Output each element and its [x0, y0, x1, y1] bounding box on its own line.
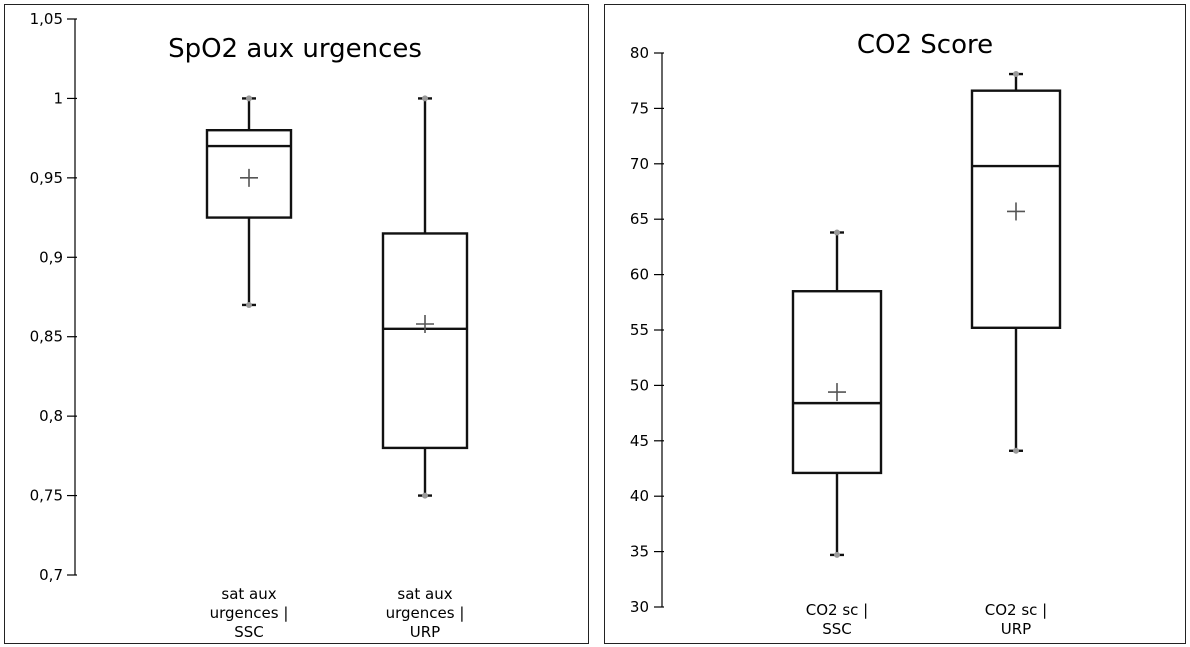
- y-tick-label: 65: [630, 210, 649, 228]
- max-point: [246, 95, 252, 102]
- iqr-box: [381, 232, 469, 450]
- iqr-box: [791, 290, 883, 475]
- y-tick-label: 0,9: [39, 248, 63, 266]
- chart-title: CO2 Score: [857, 30, 993, 60]
- chart-panel-co2: CO2 Score 30 35 40 45 50 55 60 65 70 75 80 CO2 sc | S…: [604, 4, 1186, 644]
- min-point: [422, 492, 428, 499]
- chart-title: SpO2 aux urgences: [168, 34, 422, 64]
- category-label: CO2 sc |: [985, 601, 1047, 619]
- spo2-boxplot: SpO2 aux urgences 0,7 0,75 0,8 0,85 0,9 0,95 1 1…: [30, 10, 469, 641]
- y-tick-label: 35: [630, 543, 649, 561]
- max-point: [422, 95, 428, 102]
- y-tick-label: 1,05: [30, 10, 63, 28]
- y-tick-label: 30: [630, 598, 649, 616]
- category-label: URP: [410, 623, 440, 641]
- y-tick-label: 75: [630, 99, 649, 117]
- category-label: SSC: [822, 620, 852, 638]
- category-label: SSC: [234, 623, 264, 641]
- chart-panel-spo2: SpO2 aux urgences 0,7 0,75 0,8 0,85 0,9 0,95 1 1…: [4, 4, 589, 644]
- y-tick-label: 0,8: [39, 407, 63, 425]
- category-label: urgences |: [386, 604, 465, 622]
- y-tick-label: 70: [630, 155, 649, 173]
- y-tick-label: 0,7: [39, 566, 63, 584]
- iqr-box: [970, 89, 1062, 329]
- y-tick-label: 0,75: [30, 487, 63, 505]
- min-point: [246, 301, 252, 308]
- category-label: sat aux: [397, 585, 452, 603]
- y-tick-label: 60: [630, 266, 649, 284]
- max-point: [834, 229, 840, 236]
- min-point: [834, 551, 840, 558]
- iqr-box: [205, 128, 293, 219]
- y-tick-label: 50: [630, 376, 649, 394]
- max-point: [1013, 71, 1019, 78]
- category-label: sat aux: [221, 585, 276, 603]
- min-point: [1013, 447, 1019, 454]
- y-tick-label: 1: [53, 89, 63, 107]
- y-tick-label: 0,85: [30, 328, 63, 346]
- y-tick-label: 45: [630, 432, 649, 450]
- y-tick-label: 40: [630, 487, 649, 505]
- y-tick-label: 80: [630, 44, 649, 62]
- category-label: CO2 sc |: [806, 601, 868, 619]
- category-label: urgences |: [210, 604, 289, 622]
- y-tick-label: 55: [630, 321, 649, 339]
- y-tick-label: 0,95: [30, 169, 63, 187]
- category-label: URP: [1001, 620, 1031, 638]
